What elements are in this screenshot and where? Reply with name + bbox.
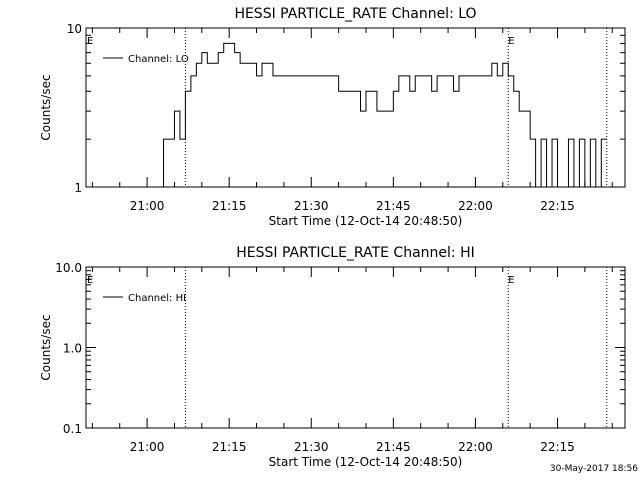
x-axis-label: Start Time (12-Oct-14 20:48:50) [269, 455, 463, 469]
x-tick-label: 22:15 [540, 440, 575, 454]
x-tick-label: 21:15 [212, 440, 247, 454]
plot-frame [85, 266, 626, 429]
x-tick-label: 21:45 [376, 199, 411, 213]
x-axis-label: Start Time (12-Oct-14 20:48:50) [269, 214, 463, 228]
x-tick-label: 21:00 [130, 440, 165, 454]
data-series-line [119, 42, 607, 187]
x-tick-label: 21:15 [212, 199, 247, 213]
y-tick-label: 1 [74, 181, 82, 195]
eclipse-marker: E [87, 36, 93, 47]
legend-label: Channel: HI [128, 293, 186, 304]
x-tick-label: 21:30 [294, 199, 329, 213]
legend-label: Channel: LO [128, 54, 189, 65]
x-tick-label: 22:15 [540, 199, 575, 213]
y-tick-label: 10 [67, 22, 82, 36]
y-axis-label: Counts/sec [39, 74, 53, 140]
plot-frame [85, 27, 626, 188]
eclipse-marker: E [87, 275, 93, 286]
x-tick-label: 21:45 [376, 440, 411, 454]
x-tick-label: 22:00 [458, 440, 493, 454]
x-tick-label: 21:30 [294, 440, 329, 454]
plot-date-stamp: 30-May-2017 18:56 [549, 464, 638, 474]
x-tick-label: 21:00 [130, 199, 165, 213]
eclipse-marker: E [508, 36, 514, 47]
y-tick-label: 10.0 [55, 261, 82, 275]
y-axis-label: Counts/sec [39, 314, 53, 380]
eclipse-marker: E [508, 275, 514, 286]
chart-title: HESSI PARTICLE_RATE Channel: HI [236, 245, 474, 261]
y-tick-label: 0.1 [63, 422, 82, 436]
chart-title: HESSI PARTICLE_RATE Channel: LO [234, 6, 476, 22]
y-tick-label: 1.0 [63, 342, 82, 356]
x-tick-label: 22:00 [458, 199, 493, 213]
